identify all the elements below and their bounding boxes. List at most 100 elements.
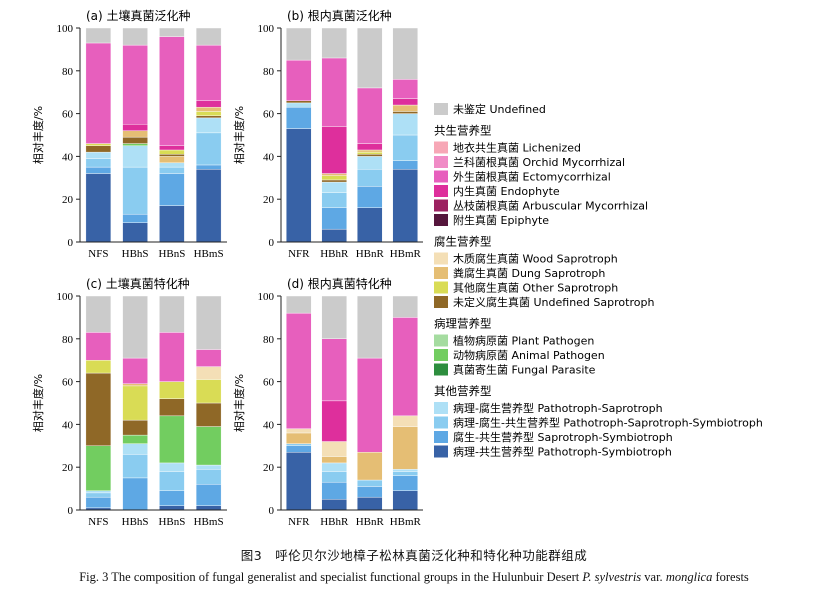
bar-segment-undef_sap [159,398,185,417]
bar-segment-path_sap [357,156,383,170]
y-tick-label: 40 [62,151,74,163]
bar-segment-undef_sap [392,111,418,114]
bar-segment-path_sap [159,162,185,168]
y-axis-label: 相对丰度/% [232,374,246,432]
bar-segment-path_sym [85,173,112,243]
y-tick-label: 60 [62,377,74,389]
bar-segment-path_sap_sym [357,479,383,487]
bar-segment-other_sap [195,379,222,404]
bar-segment-undef_sap [195,115,222,119]
bar-segment-sap_sym [392,160,418,170]
legend-label-lichenized: 地衣共生真菌 Lichenized [453,141,581,155]
bar-segment-ecto [357,87,383,144]
bar-segment-other_sap [85,360,112,374]
bar-segment-path_sap [195,117,222,134]
bar-segment-undef_sap [321,179,347,183]
bar-segment-dung [392,426,418,470]
bar-segment-ecto [195,349,222,367]
bar-segment-ecto [122,357,148,384]
bar-segment-sap_sym [357,486,383,498]
bar-segment-undefined [85,27,112,44]
bar-segment-undefined [392,27,418,80]
bar-segment-undefined [195,27,222,46]
x-tick-label: HBmS [194,248,224,260]
bar-segment-path_sap [122,443,148,455]
bar-segment-wood [321,441,347,457]
legend-label-fungal_par: 真菌寄生菌 Fungal Parasite [453,363,596,377]
bar-segment-sap_sym [195,164,222,170]
panel-title: (c) 土壤真菌特化种 [86,276,190,291]
y-tick-label: 0 [269,237,275,249]
bar-segment-wood [286,428,312,434]
bar-segment-endo [122,124,148,131]
bar-segment-endo [392,98,418,106]
y-tick-label: 80 [263,334,275,346]
bar-segment-sap_sym [85,496,112,509]
bar-segment-sap_sym [392,475,418,491]
y-tick-label: 100 [57,291,74,303]
bar-segment-ecto [122,44,148,125]
bar-segment-other_sap [357,151,383,155]
bar-segment-ecto [286,312,312,429]
x-tick-label: HBnR [356,516,385,528]
bar-segment-sap_sym [357,186,383,208]
bar-segment-wood [392,415,418,427]
bar-segment-animal_path [122,143,148,146]
bar-segment-ecto [195,44,222,101]
legend-label-other_sap: 其他腐生真菌 Other Saprotroph [453,281,618,295]
bar-segment-undef_sap [286,100,312,104]
bar-segment-path_sym [195,169,222,243]
bar-segment-path_sap_sym [321,192,347,208]
legend-swatch-fungal_par [434,363,448,376]
bar-segment-path_sap [195,464,222,470]
legend-swatch-arbuscular [434,199,448,212]
bar-segment-sap_sym [85,166,112,174]
bar-segment-undef_sap [195,402,222,427]
bar-segment-path_sap [321,462,347,472]
legend-swatch-lichenized [434,141,448,154]
y-tick-label: 20 [263,194,275,206]
bar-segment-path_sym [392,490,418,511]
bar-segment-animal_path [85,445,112,491]
bar-segment-path_sap [85,151,112,159]
bar-segment-ecto [159,332,185,382]
bar-segment-other_sap [321,175,347,181]
x-tick-label: NFS [88,248,108,260]
legend-swatch-path_sym [434,445,448,458]
bar-segment-path_sym [357,496,383,511]
bar-segment-undef_sap [85,145,112,153]
bar-segment-path_sap_sym [392,134,418,161]
legend-label-ecto: 外生菌根真菌 Ectomycorrhizal [453,170,611,184]
x-tick-label: NFR [288,248,310,260]
bar-segment-dung [321,173,347,176]
y-tick-label: 100 [258,23,275,35]
legend-swatch-dung [434,267,448,279]
y-tick-label: 60 [263,377,275,389]
bar-segment-path_sap [321,181,347,193]
x-tick-label: HBmR [390,248,422,260]
bar-segment-path_sap_sym [321,471,347,483]
bar-segment-other_sap [122,385,148,421]
y-tick-label: 0 [68,237,74,249]
legend-swatch-orchid [434,156,448,168]
y-tick-label: 80 [62,334,74,346]
bar-segment-path_sap_sym [195,469,222,485]
panel-title: (b) 根内真菌泛化种 [287,9,392,23]
bar-segment-ecto [321,57,347,127]
bar-segment-wood [195,366,222,380]
legend-label-animal_path: 动物病原菌 Animal Pathogen [453,348,605,362]
bar-segment-path_sap [85,490,112,494]
legend-heading: 腐生营养型 [434,235,492,249]
legend-swatch-undefined [434,103,448,115]
bar-segment-dung [122,383,148,387]
x-tick-label: HBhR [320,248,349,260]
bar-segment-other_sap [195,111,222,116]
legend-label-epiphyte: 附生真菌 Epiphyte [453,213,549,227]
bar-segment-path_sap_sym [195,132,222,166]
y-axis-label: 相对丰度/% [232,106,246,164]
bar-segment-path_sym [286,128,312,243]
bar-segment-sap_sym [321,481,347,500]
y-axis-label: 相对丰度/% [31,106,45,164]
y-tick-label: 0 [68,505,74,517]
x-tick-label: HBmS [194,516,224,528]
